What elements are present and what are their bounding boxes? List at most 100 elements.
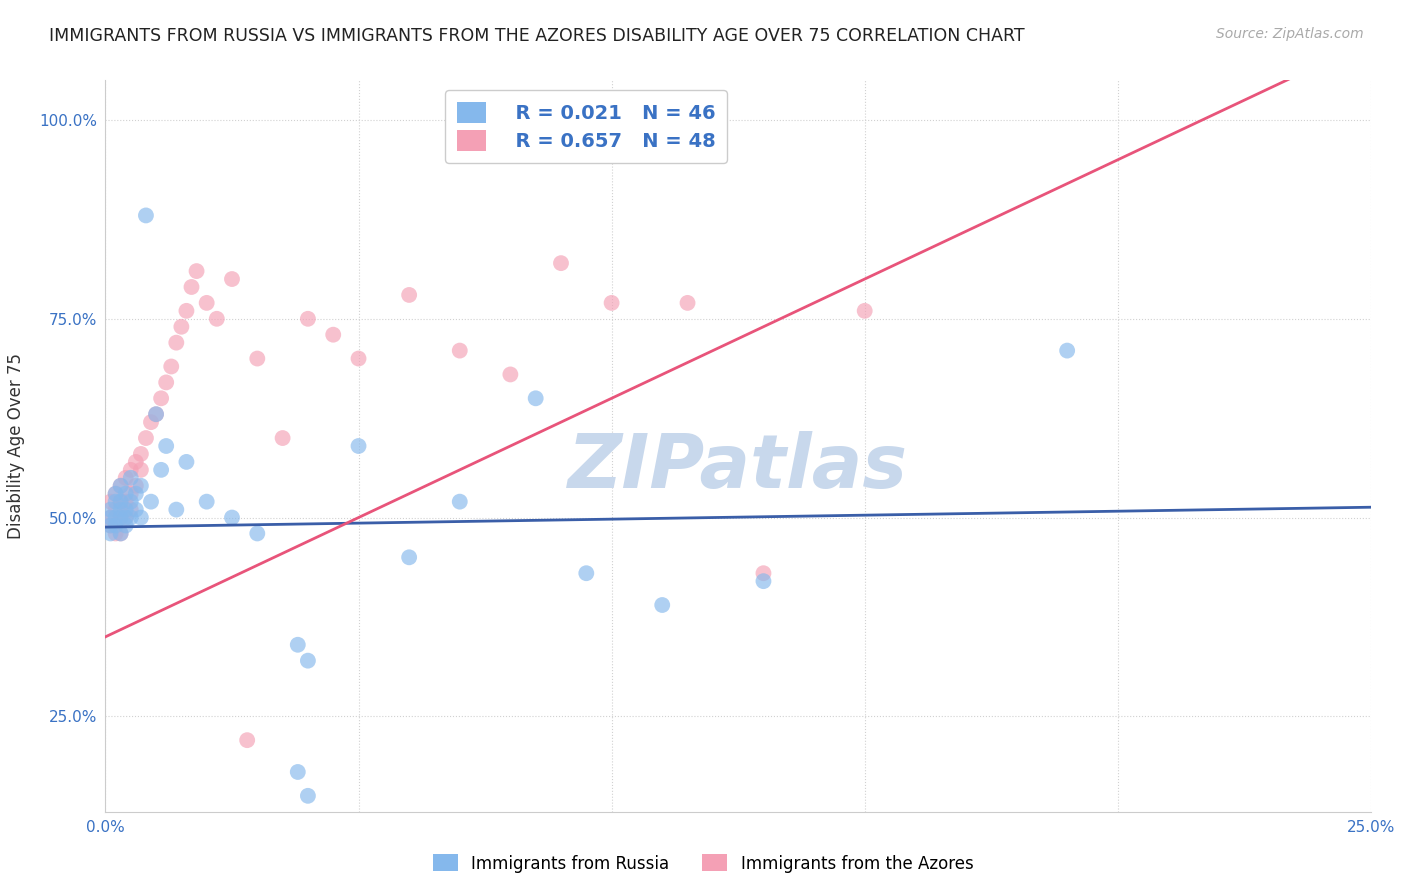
Point: [120, 486, 142, 500]
Point: [246, 526, 269, 541]
Point: [125, 502, 148, 516]
Point: [110, 502, 132, 516]
Point: [165, 335, 187, 350]
Point: [110, 510, 132, 524]
Point: [100, 494, 122, 508]
Point: [100, 510, 122, 524]
Point: [104, 518, 127, 533]
Point: [160, 359, 183, 374]
Point: [155, 376, 177, 390]
Point: [398, 288, 420, 302]
Point: [287, 638, 309, 652]
Point: [104, 486, 127, 500]
Point: [221, 272, 243, 286]
Point: [120, 471, 142, 485]
Point: [139, 415, 162, 429]
Y-axis label: Disability Age Over 75: Disability Age Over 75: [7, 353, 25, 539]
Point: [287, 764, 309, 779]
Point: [853, 303, 876, 318]
Point: [297, 654, 319, 668]
Point: [575, 566, 598, 581]
Point: [114, 502, 136, 516]
Point: [499, 368, 522, 382]
Point: [221, 510, 243, 524]
Point: [110, 494, 132, 508]
Point: [114, 518, 136, 533]
Point: [297, 311, 319, 326]
Point: [110, 479, 132, 493]
Point: [752, 574, 775, 589]
Point: [114, 510, 136, 524]
Point: [145, 407, 167, 421]
Point: [155, 439, 177, 453]
Point: [125, 479, 148, 493]
Point: [322, 327, 344, 342]
Point: [125, 455, 148, 469]
Point: [449, 494, 471, 508]
Text: Source: ZipAtlas.com: Source: ZipAtlas.com: [1216, 27, 1364, 41]
Point: [114, 486, 136, 500]
Point: [347, 351, 370, 366]
Point: [110, 526, 132, 541]
Point: [651, 598, 673, 612]
Point: [195, 296, 218, 310]
Point: [100, 502, 122, 516]
Point: [100, 518, 122, 533]
Point: [129, 479, 152, 493]
Point: [120, 463, 142, 477]
Point: [110, 494, 132, 508]
Point: [145, 407, 167, 421]
Point: [100, 526, 122, 541]
Legend: Immigrants from Russia, Immigrants from the Azores: Immigrants from Russia, Immigrants from …: [426, 847, 980, 880]
Point: [120, 502, 142, 516]
Point: [104, 494, 127, 508]
Point: [104, 486, 127, 500]
Point: [1056, 343, 1078, 358]
Point: [100, 518, 122, 533]
Text: ZIPatlas: ZIPatlas: [568, 432, 908, 505]
Point: [347, 439, 370, 453]
Point: [297, 789, 319, 803]
Point: [676, 296, 699, 310]
Point: [165, 502, 187, 516]
Point: [114, 494, 136, 508]
Point: [129, 463, 152, 477]
Point: [550, 256, 572, 270]
Point: [600, 296, 623, 310]
Point: [135, 209, 157, 223]
Point: [135, 431, 157, 445]
Point: [180, 280, 202, 294]
Point: [110, 526, 132, 541]
Point: [110, 479, 132, 493]
Point: [186, 264, 208, 278]
Point: [246, 351, 269, 366]
Point: [150, 392, 173, 406]
Point: [120, 494, 142, 508]
Point: [524, 392, 547, 406]
Point: [150, 463, 173, 477]
Point: [110, 510, 132, 524]
Point: [114, 510, 136, 524]
Point: [170, 319, 193, 334]
Point: [176, 455, 198, 469]
Text: IMMIGRANTS FROM RUSSIA VS IMMIGRANTS FROM THE AZORES DISABILITY AGE OVER 75 CORR: IMMIGRANTS FROM RUSSIA VS IMMIGRANTS FRO…: [49, 27, 1025, 45]
Point: [129, 447, 152, 461]
Point: [129, 510, 152, 524]
Point: [205, 311, 228, 326]
Point: [271, 431, 294, 445]
Point: [104, 526, 127, 541]
Point: [104, 502, 127, 516]
Point: [114, 471, 136, 485]
Point: [104, 510, 127, 524]
Point: [125, 486, 148, 500]
Point: [398, 550, 420, 565]
Point: [236, 733, 259, 747]
Point: [752, 566, 775, 581]
Point: [139, 494, 162, 508]
Point: [449, 343, 471, 358]
Point: [120, 510, 142, 524]
Legend:   R = 0.021   N = 46,   R = 0.657   N = 48: R = 0.021 N = 46, R = 0.657 N = 48: [446, 90, 727, 162]
Point: [195, 494, 218, 508]
Point: [100, 510, 122, 524]
Point: [176, 303, 198, 318]
